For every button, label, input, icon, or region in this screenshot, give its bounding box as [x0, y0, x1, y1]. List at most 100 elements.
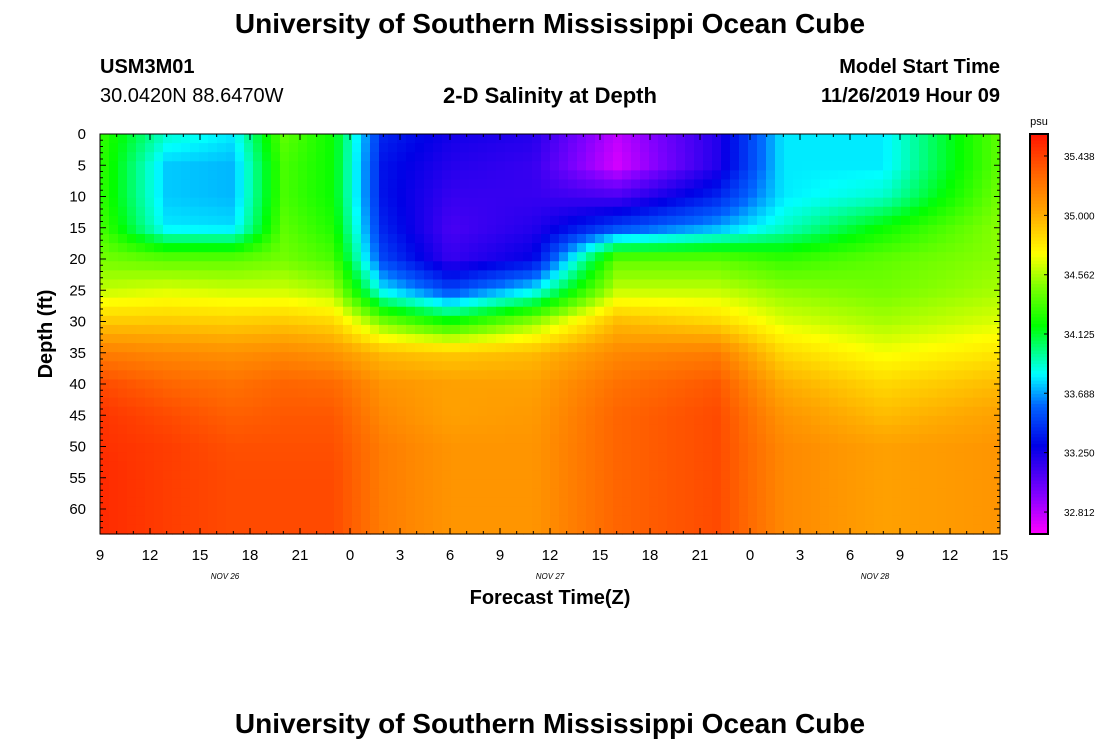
heatmap-cell [109, 506, 119, 517]
heatmap-cell [712, 188, 722, 199]
heatmap-cell [892, 134, 902, 144]
heatmap-cell [811, 306, 821, 317]
heatmap-cell [505, 452, 515, 462]
heatmap-cell [784, 379, 794, 390]
heatmap-cell [568, 424, 578, 435]
colorbar-segment [1030, 487, 1048, 492]
heatmap-cell [217, 134, 227, 144]
heatmap-cell [451, 261, 461, 271]
heatmap-cell [928, 215, 938, 226]
heatmap-cell [307, 397, 317, 408]
heatmap-cell [325, 279, 335, 290]
heatmap-cell [208, 152, 218, 162]
heatmap-cell [919, 424, 929, 435]
heatmap-cell [649, 143, 659, 153]
heatmap-cell [595, 315, 605, 326]
heatmap-cell [604, 324, 614, 335]
heatmap-cell [766, 470, 776, 481]
heatmap-cell [325, 324, 335, 335]
heatmap-cell [487, 224, 497, 235]
heatmap-cell [694, 270, 704, 281]
heatmap-cell [901, 524, 911, 535]
heatmap-cell [991, 343, 1001, 353]
heatmap-cell [424, 134, 434, 144]
heatmap-cell [991, 452, 1001, 462]
heatmap-cell [730, 343, 740, 353]
heatmap-cell [928, 397, 938, 408]
heatmap-cell [217, 188, 227, 199]
heatmap-cell [784, 224, 794, 235]
heatmap-cell [739, 134, 749, 144]
heatmap-cell [100, 215, 110, 226]
heatmap-cell [775, 243, 785, 253]
heatmap-cell [424, 143, 434, 153]
heatmap-cell [541, 279, 551, 290]
heatmap-cell [271, 143, 281, 153]
heatmap-cell [469, 452, 479, 462]
heatmap-cell [442, 361, 452, 371]
heatmap-cell [604, 261, 614, 271]
heatmap-cell [865, 515, 875, 526]
heatmap-cell [595, 143, 605, 153]
heatmap-cell [415, 361, 425, 371]
colorbar-segment [1030, 147, 1048, 152]
heatmap-cell [613, 415, 623, 426]
heatmap-cell [433, 315, 443, 326]
heatmap-cell [685, 261, 695, 271]
heatmap-cell [325, 470, 335, 481]
heatmap-cell [469, 252, 479, 262]
heatmap-cell [172, 343, 182, 353]
heatmap-cell [433, 334, 443, 344]
heatmap-cell [640, 215, 650, 226]
heatmap-cell [613, 188, 623, 199]
heatmap-cell [127, 424, 137, 435]
heatmap-cell [757, 315, 767, 326]
heatmap-cell [478, 443, 488, 453]
heatmap-cell [550, 234, 560, 244]
heatmap-cell [271, 488, 281, 499]
heatmap-cell [496, 315, 506, 326]
heatmap-cell [964, 197, 974, 208]
heatmap-cell [316, 234, 326, 244]
heatmap-cell [775, 343, 785, 353]
heatmap-cell [640, 224, 650, 235]
heatmap-cell [667, 234, 677, 244]
heatmap-cell [325, 524, 335, 535]
heatmap-cell [595, 188, 605, 199]
heatmap-cell [775, 488, 785, 499]
heatmap-cell [856, 188, 866, 199]
heatmap-cell [739, 343, 749, 353]
heatmap-cell [631, 234, 641, 244]
heatmap-cell [514, 479, 524, 490]
heatmap-cell [613, 224, 623, 235]
heatmap-cell [730, 434, 740, 444]
heatmap-cell [370, 352, 380, 362]
heatmap-cell [289, 397, 299, 408]
heatmap-cell [217, 497, 227, 508]
heatmap-cell [757, 379, 767, 390]
heatmap-cell [253, 497, 263, 508]
heatmap-cell [973, 370, 983, 381]
colorbar-segment [1030, 277, 1048, 282]
heatmap-cell [325, 506, 335, 517]
heatmap-cell [910, 252, 920, 262]
heatmap-cell [973, 170, 983, 181]
heatmap-cell [289, 406, 299, 417]
heatmap-cell [649, 179, 659, 190]
heatmap-cell [892, 361, 902, 371]
heatmap-cell [757, 361, 767, 371]
heatmap-cell [505, 461, 515, 471]
heatmap-cell [199, 197, 209, 208]
heatmap-cell [883, 461, 893, 471]
heatmap-cell [928, 161, 938, 171]
heatmap-cell [847, 324, 857, 335]
heatmap-cell [379, 152, 389, 162]
heatmap-cell [694, 306, 704, 317]
heatmap-cell [685, 252, 695, 262]
heatmap-cell [397, 206, 407, 217]
heatmap-cell [559, 388, 569, 399]
colorbar-segment [1030, 187, 1048, 192]
heatmap-cell [334, 261, 344, 271]
heatmap-cell [919, 315, 929, 326]
heatmap-cell [703, 334, 713, 344]
